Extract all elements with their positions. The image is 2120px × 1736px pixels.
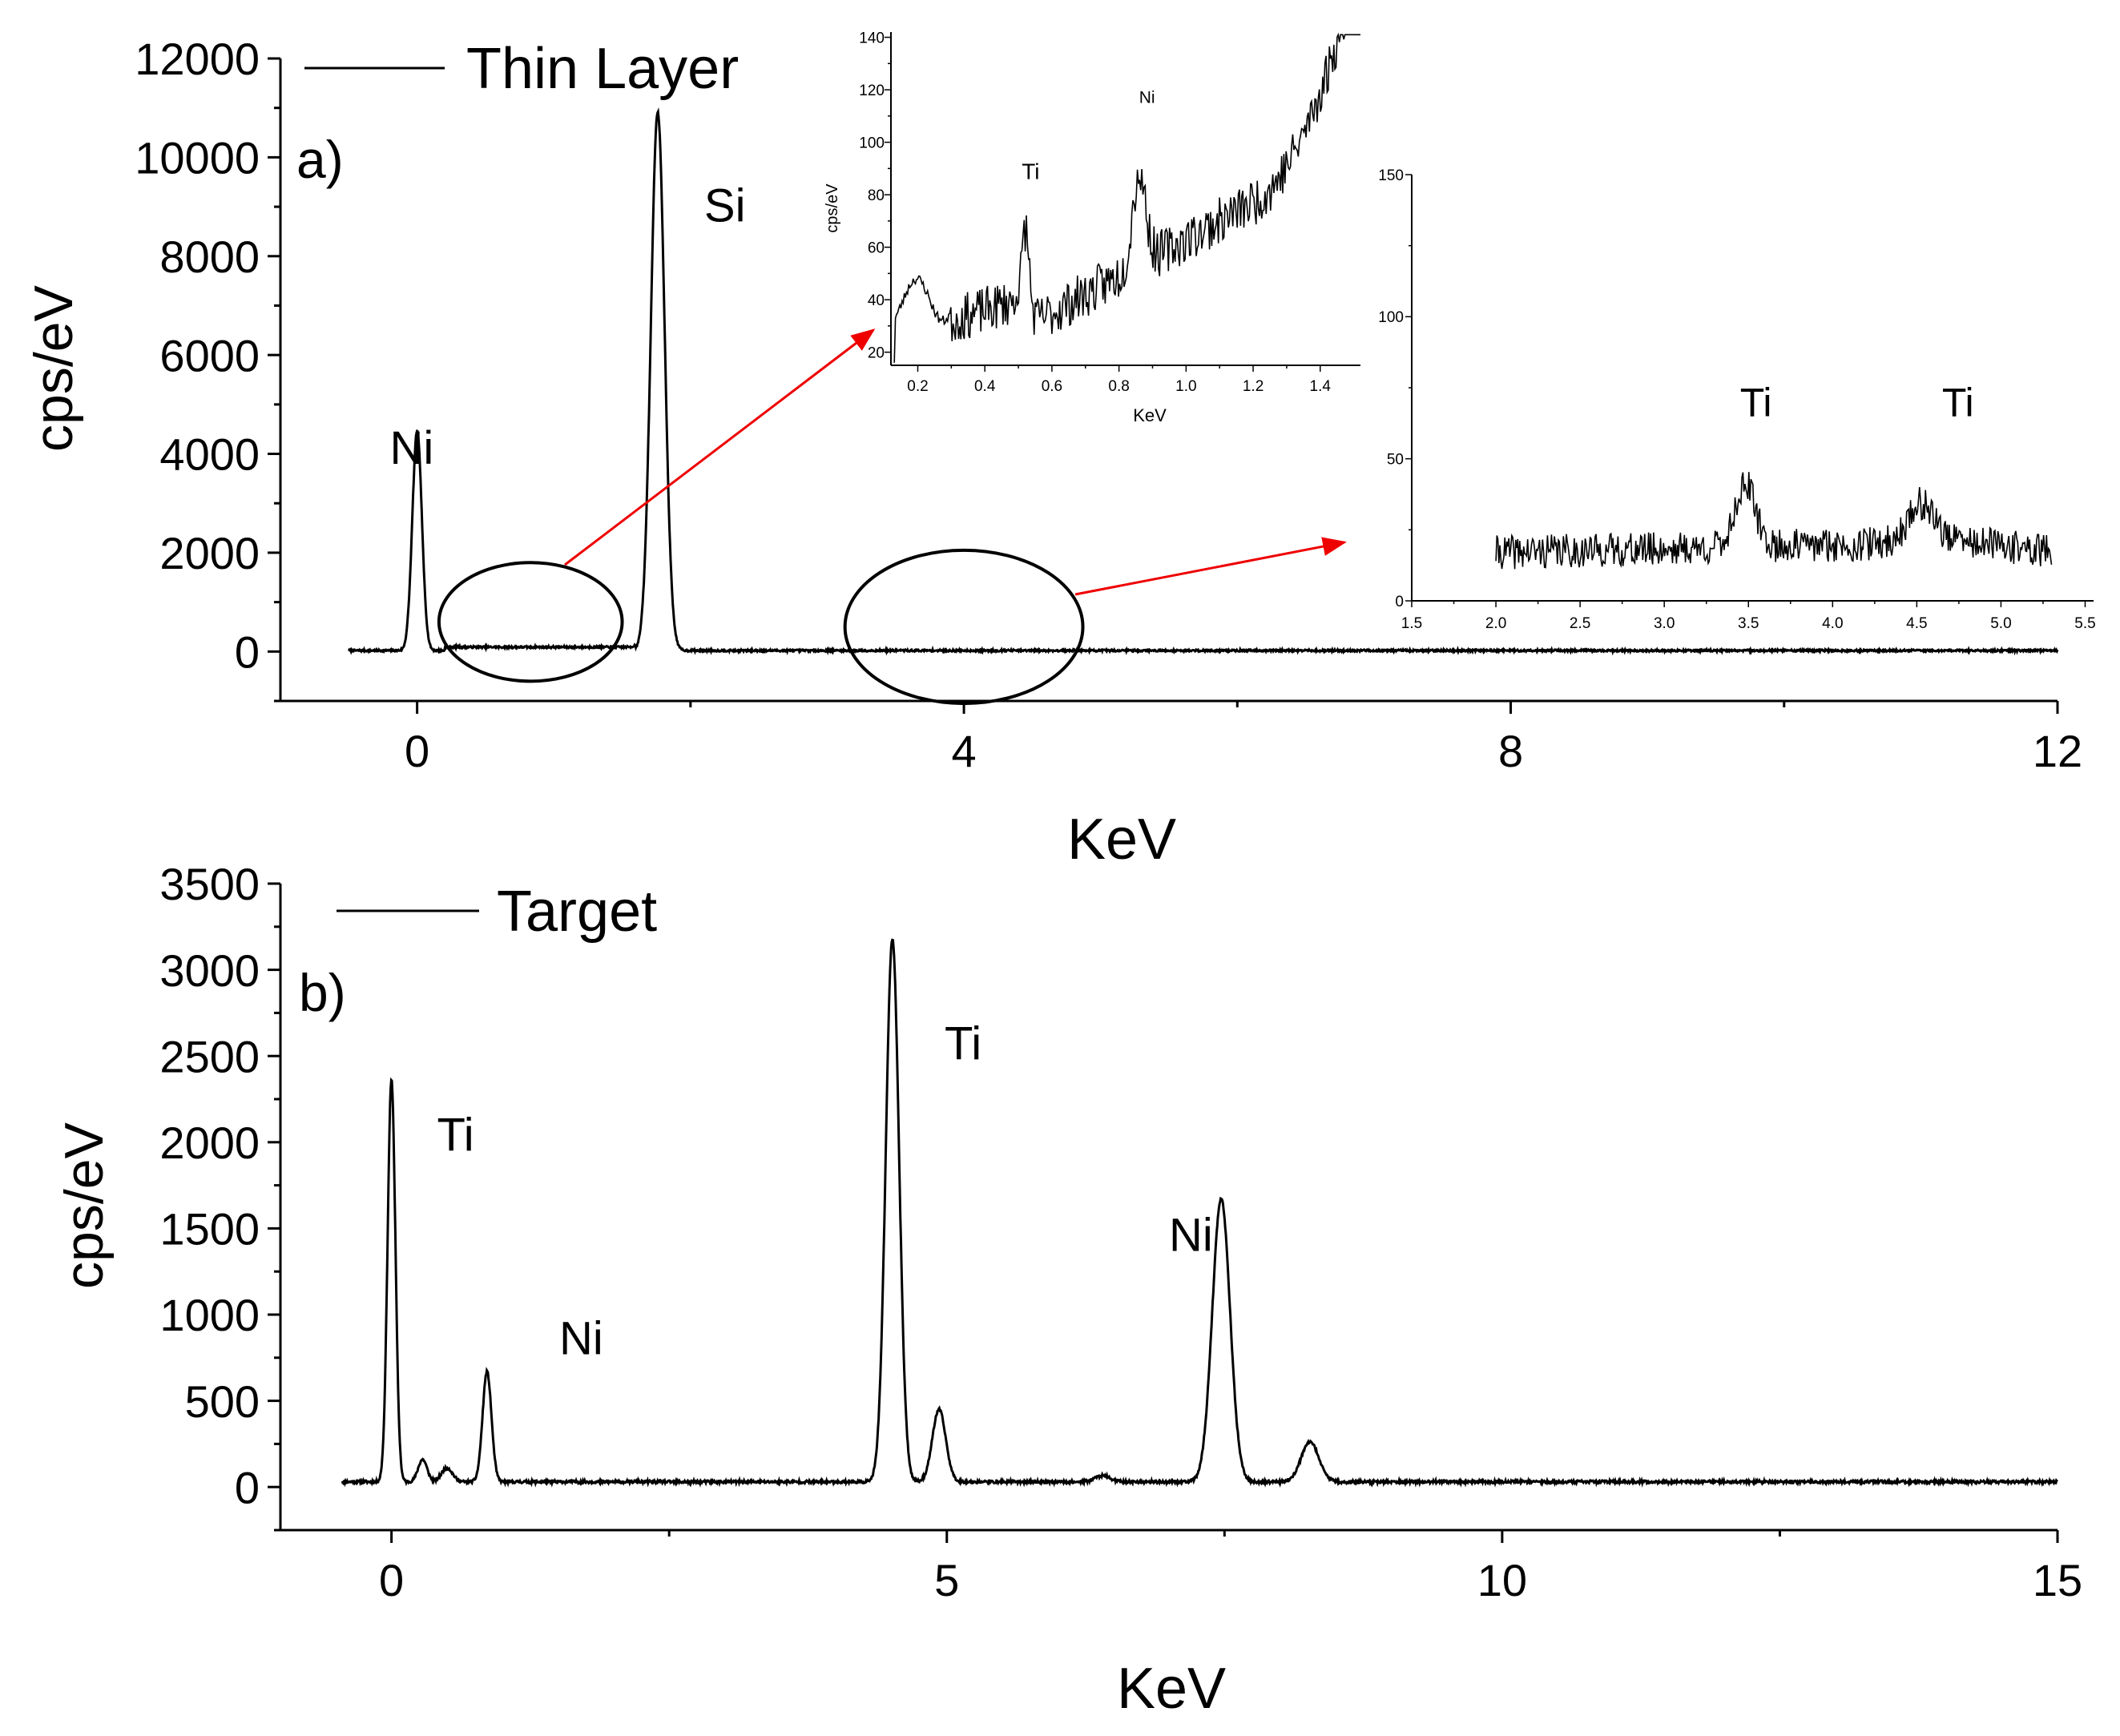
panel-b-y-axis-title: cps/eV xyxy=(54,1122,115,1289)
panel-b-x-tick-label: 15 xyxy=(2033,1555,2082,1605)
inset-2-y-tick-label: 150 xyxy=(1378,167,1404,184)
inset-1-x-tick-label: 1.0 xyxy=(1175,378,1196,395)
panel-a-y-axis-title: cps/eV xyxy=(23,284,84,452)
highlight-ellipse xyxy=(843,548,1085,706)
panel-a-y-tick-label: 6000 xyxy=(159,330,260,381)
panel-b-x-ticks: 0 5 10 15 xyxy=(379,1530,2082,1605)
inset-2-y-ticks: 0 50 100 150 xyxy=(1378,167,1412,610)
panel-a-y-tick-label: 2000 xyxy=(159,528,260,578)
panel-a-y-tick-label: 0 xyxy=(235,626,260,677)
inset-1-x-axis-title: KeV xyxy=(1133,405,1167,425)
inset-2-x-tick-label: 4.5 xyxy=(1906,615,1927,632)
inset-1-peak-labels: Ti Ni xyxy=(1022,88,1155,183)
inset-2-y-tick-label: 50 xyxy=(1387,452,1404,469)
panel-b-y-tick-label: 3500 xyxy=(159,859,260,909)
inset-1-x-tick-label: 1.4 xyxy=(1310,378,1332,395)
inset-1-x-tick-label: 0.8 xyxy=(1108,378,1129,395)
panel-b-peak-label: Ni xyxy=(1169,1209,1213,1261)
inset-1-x-ticks: 0.2 0.4 0.6 0.8 1.0 1.2 1.4 xyxy=(907,365,1331,395)
panel-a-y-tick-label: 12000 xyxy=(135,34,260,84)
inset-1-y-ticks: 20 40 60 80 100 120 140 xyxy=(859,30,891,361)
panel-a-x-tick-label: 12 xyxy=(2033,726,2082,776)
panel-b-peak-label: Ti xyxy=(437,1110,474,1162)
panel-a-spectrum-line xyxy=(347,107,2059,656)
panel-b-label: b) xyxy=(299,963,346,1022)
panel-b-y-tick-label: 3000 xyxy=(159,945,260,996)
inset-2-x-tick-label: 2.5 xyxy=(1570,615,1590,632)
inset-1-y-tick-label: 60 xyxy=(868,240,885,256)
inset-2-peak-label: Ti xyxy=(1942,380,1974,425)
panel-b-peak-label: Ti xyxy=(945,1018,981,1070)
inset-2-y-tick-label: 0 xyxy=(1395,594,1404,610)
panel-b-x-tick-label: 0 xyxy=(379,1555,404,1605)
inset-2: 0 50 100 150 1.5 2.0 2.5 3.0 3.5 4.0 4.5 5.0 5.5 Ti… xyxy=(1378,167,2095,632)
inset-1-peak-label: Ni xyxy=(1139,88,1155,107)
inset-1-y-tick-label: 140 xyxy=(859,30,885,46)
arrow-to-inset-2 xyxy=(1074,537,1347,596)
panel-b-legend-label: Target xyxy=(497,880,657,944)
panel-a-y-tick-label: 8000 xyxy=(159,232,260,282)
highlight-ellipse xyxy=(437,561,624,683)
inset-1-spectrum-line xyxy=(893,32,1360,363)
inset-2-spectrum-line xyxy=(1495,472,2053,570)
inset-1-x-tick-label: 0.6 xyxy=(1042,378,1062,395)
inset-2-x-tick-label: 3.5 xyxy=(1738,615,1759,632)
panel-a: 0 2000 4000 6000 8000 10000 12000 0 4 8 12 Thin L… xyxy=(23,34,2082,872)
panel-a-legend-label: Thin Layer xyxy=(466,37,739,101)
panel-b-spectrum-line xyxy=(341,938,2058,1488)
inset-2-x-tick-label: 2.0 xyxy=(1485,615,1506,632)
inset-2-x-tick-label: 5.5 xyxy=(2074,615,2095,632)
inset-2-peak-labels: Ti Ti xyxy=(1740,380,1974,425)
inset-2-x-ticks: 1.5 2.0 2.5 3.0 3.5 4.0 4.5 5.0 5.5 xyxy=(1401,601,2096,632)
panel-b-y-tick-label: 1500 xyxy=(159,1204,260,1255)
panel-a-peak-label: Ni xyxy=(389,422,433,474)
panel-a-x-ticks: 0 4 8 12 xyxy=(405,701,2082,776)
panel-a-highlight-ellipses xyxy=(437,548,1085,706)
panel-b: 0 500 1000 1500 2000 2500 3000 3500 0 5 10 15 Targ… xyxy=(54,859,2082,1721)
inset-2-x-tick-label: 5.0 xyxy=(1990,615,2011,632)
panel-b-x-tick-label: 5 xyxy=(934,1555,959,1605)
panel-b-y-ticks: 0 500 1000 1500 2000 2500 3000 3500 xyxy=(159,859,280,1532)
inset-1-y-tick-label: 80 xyxy=(868,187,885,204)
panel-b-x-axis-title: KeV xyxy=(1117,1657,1226,1721)
panel-a-peak-label: Si xyxy=(704,180,746,232)
inset-1-y-tick-label: 100 xyxy=(859,135,885,151)
inset-1-y-tick-label: 40 xyxy=(868,292,885,309)
inset-2-y-tick-label: 100 xyxy=(1378,309,1404,326)
inset-1-y-tick-label: 20 xyxy=(868,344,885,361)
inset-1-y-tick-label: 120 xyxy=(859,83,885,99)
panel-a-y-tick-label: 4000 xyxy=(159,429,260,480)
arrow-to-inset-1 xyxy=(564,328,876,566)
panel-a-label: a) xyxy=(296,130,344,189)
inset-2-x-tick-label: 4.0 xyxy=(1822,615,1843,632)
panel-b-y-tick-label: 500 xyxy=(185,1376,260,1427)
inset-1-x-tick-label: 0.2 xyxy=(907,378,928,395)
panel-a-peak-labels: Ni Si xyxy=(389,180,745,474)
inset-1-x-tick-label: 1.2 xyxy=(1243,378,1264,395)
panel-b-peak-labels: Ti Ni Ti Ni xyxy=(437,1018,1212,1365)
panel-b-y-tick-label: 2000 xyxy=(159,1118,260,1168)
inset-2-x-tick-label: 1.5 xyxy=(1401,615,1422,632)
inset-1-peak-label: Ti xyxy=(1022,159,1039,183)
panel-b-x-tick-label: 10 xyxy=(1477,1555,1527,1605)
inset-1-y-axis-title: cps/eV xyxy=(824,183,841,233)
panel-a-x-tick-label: 8 xyxy=(1498,726,1523,776)
panel-b-y-tick-label: 1000 xyxy=(159,1290,260,1340)
panel-a-y-tick-label: 10000 xyxy=(135,133,260,183)
panel-b-y-tick-label: 2500 xyxy=(159,1031,260,1081)
inset-1-x-tick-label: 0.4 xyxy=(974,378,996,395)
inset-2-peak-label: Ti xyxy=(1740,380,1772,425)
panel-a-x-tick-label: 0 xyxy=(405,726,429,776)
inset-2-x-tick-label: 3.0 xyxy=(1654,615,1675,632)
panel-a-x-tick-label: 4 xyxy=(951,726,976,776)
panel-a-x-axis-title: KeV xyxy=(1067,808,1176,872)
panel-b-y-tick-label: 0 xyxy=(235,1462,260,1512)
panel-a-y-ticks: 0 2000 4000 6000 8000 10000 12000 xyxy=(135,34,280,703)
panel-b-peak-label: Ni xyxy=(559,1312,603,1364)
